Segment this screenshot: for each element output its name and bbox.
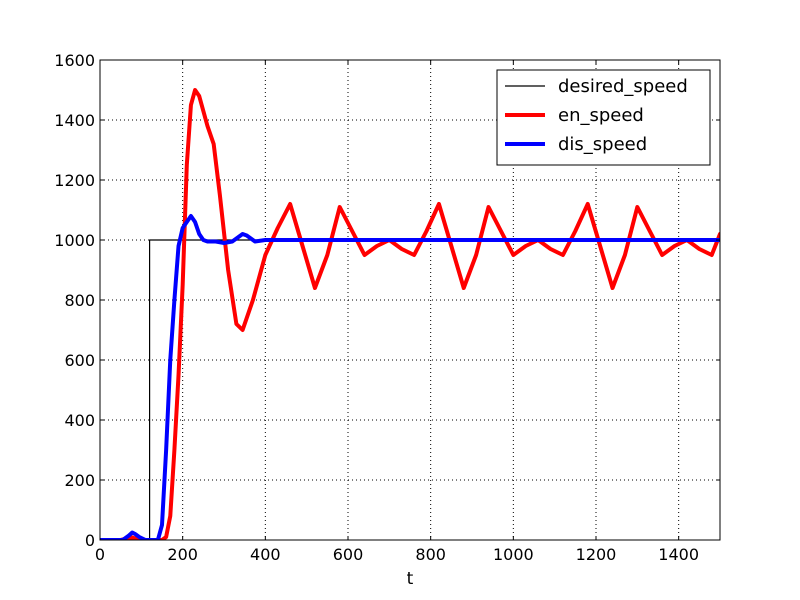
y-tick-label: 1000 xyxy=(54,231,95,250)
axis-ticks xyxy=(99,59,720,541)
x-tick-label: 1400 xyxy=(658,545,699,564)
y-tick-label: 1400 xyxy=(54,111,95,130)
x-tick-labels: 0 200 400 600 800 1000 1200 1400 xyxy=(95,545,699,564)
series-line-en-speed xyxy=(100,88,720,540)
series-line-dis-speed xyxy=(100,214,720,540)
y-tick-label: 1600 xyxy=(54,51,95,70)
y-tick-label: 400 xyxy=(64,411,95,430)
legend-label-desired-speed: desired_speed xyxy=(558,76,688,97)
legend: desired_speed en_speed dis_speed xyxy=(496,69,711,166)
x-tick-label: 0 xyxy=(95,545,105,564)
y-tick-label: 800 xyxy=(64,291,95,310)
x-tick-label: 400 xyxy=(250,545,281,564)
x-tick-label: 600 xyxy=(333,545,364,564)
y-tick-labels: 0 200 400 600 800 1000 1200 1400 1600 xyxy=(54,51,95,550)
x-axis-label: t xyxy=(407,569,414,589)
legend-entries: desired_speed en_speed dis_speed xyxy=(505,76,688,155)
x-tick-label: 1200 xyxy=(576,545,617,564)
legend-label-dis-speed: dis_speed xyxy=(558,134,647,155)
x-tick-label: 800 xyxy=(415,545,446,564)
series-lines xyxy=(100,88,720,540)
y-tick-label: 200 xyxy=(64,471,95,490)
legend-label-en-speed: en_speed xyxy=(558,105,644,126)
y-tick-label: 0 xyxy=(85,531,95,550)
x-tick-label: 1000 xyxy=(493,545,534,564)
x-tick-label: 200 xyxy=(167,545,198,564)
y-tick-label: 1200 xyxy=(54,171,95,190)
y-tick-label: 600 xyxy=(64,351,95,370)
